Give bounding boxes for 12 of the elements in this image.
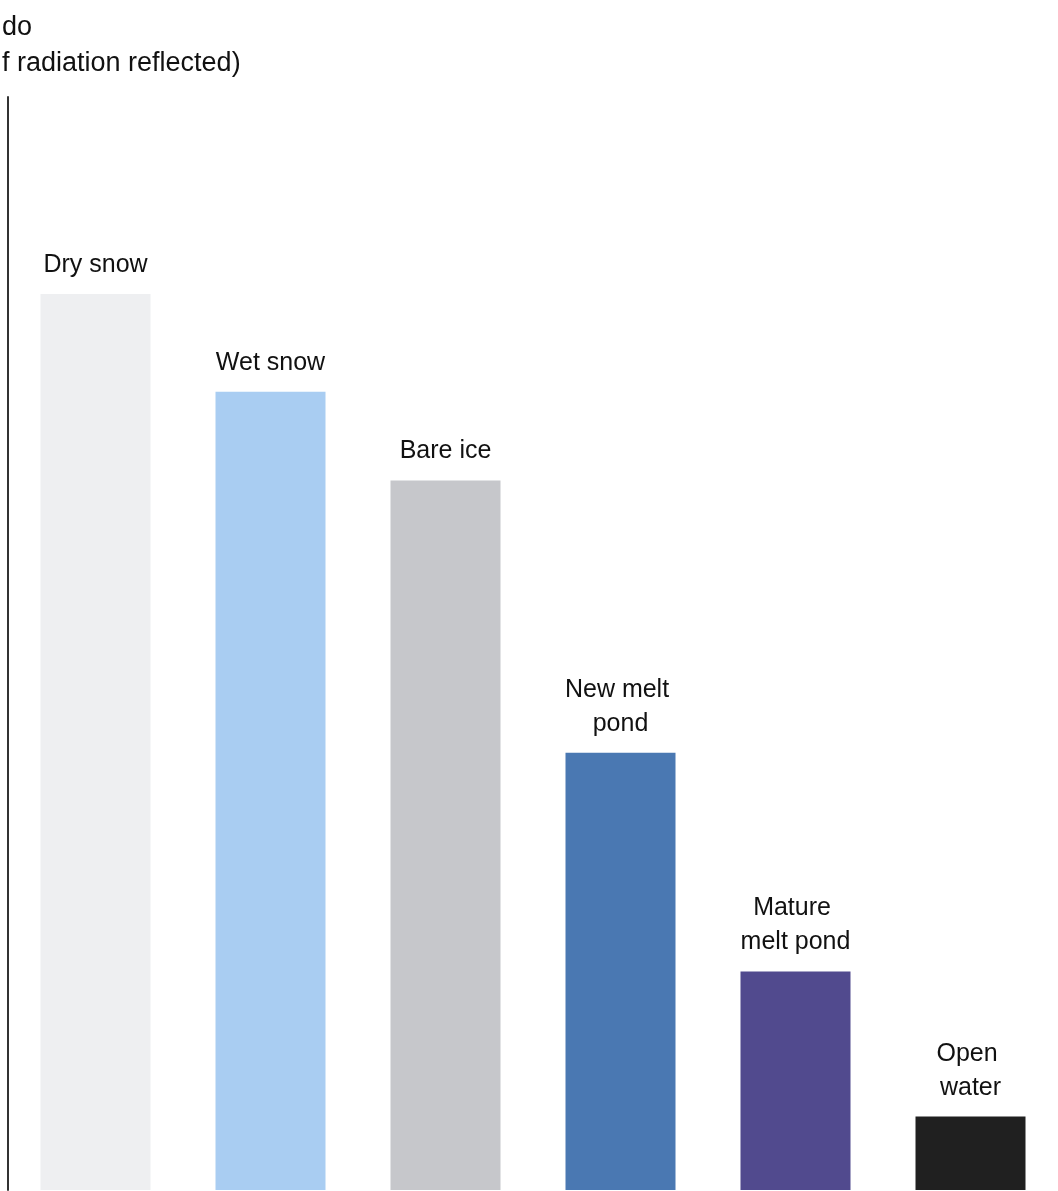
- bar: [915, 1116, 1026, 1190]
- text: do f radiation reflected): [2, 11, 241, 77]
- x-tick-label: Bare ice: [399, 435, 492, 464]
- bar: [565, 752, 676, 1190]
- bar: [740, 971, 851, 1190]
- x-tick-label: Wet snow: [215, 346, 327, 375]
- bar: [390, 480, 501, 1190]
- bar: [215, 391, 326, 1190]
- x-tick-label: Open water: [936, 1037, 1005, 1100]
- x-tick-label: Dry snow: [43, 249, 149, 278]
- x-tick-label: New melt pond: [564, 673, 677, 736]
- x-tick-label: Mature melt pond: [740, 892, 851, 955]
